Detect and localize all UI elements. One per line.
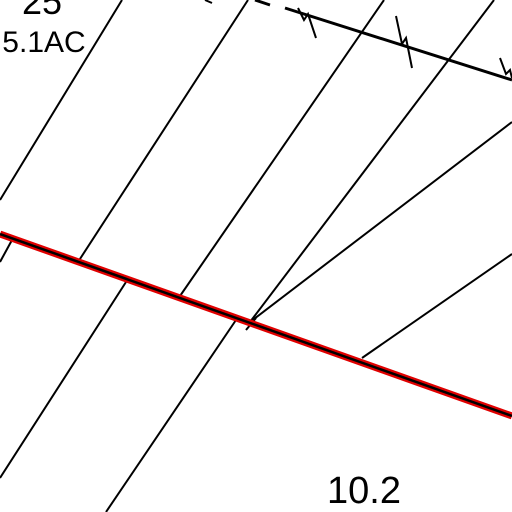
lot-line [0,0,123,201]
lot-line [105,319,237,512]
break-mark [499,57,512,79]
lot-line [179,0,385,297]
lot-line [361,253,512,359]
lot-line [0,239,13,263]
boundary-line [284,6,512,82]
lot-number: 25 [22,0,62,22]
road-line [0,232,512,418]
lot-line [77,0,249,263]
distance-label: 10.2 [327,470,401,512]
lot-line [249,121,512,323]
break-mark [395,15,413,69]
boundary-dash [254,0,271,7]
lot-line [0,281,127,479]
break-mark [297,7,317,39]
lot-line [249,0,495,323]
boundary-dash [204,0,213,4]
lot-area: 5.1AC [2,26,85,59]
